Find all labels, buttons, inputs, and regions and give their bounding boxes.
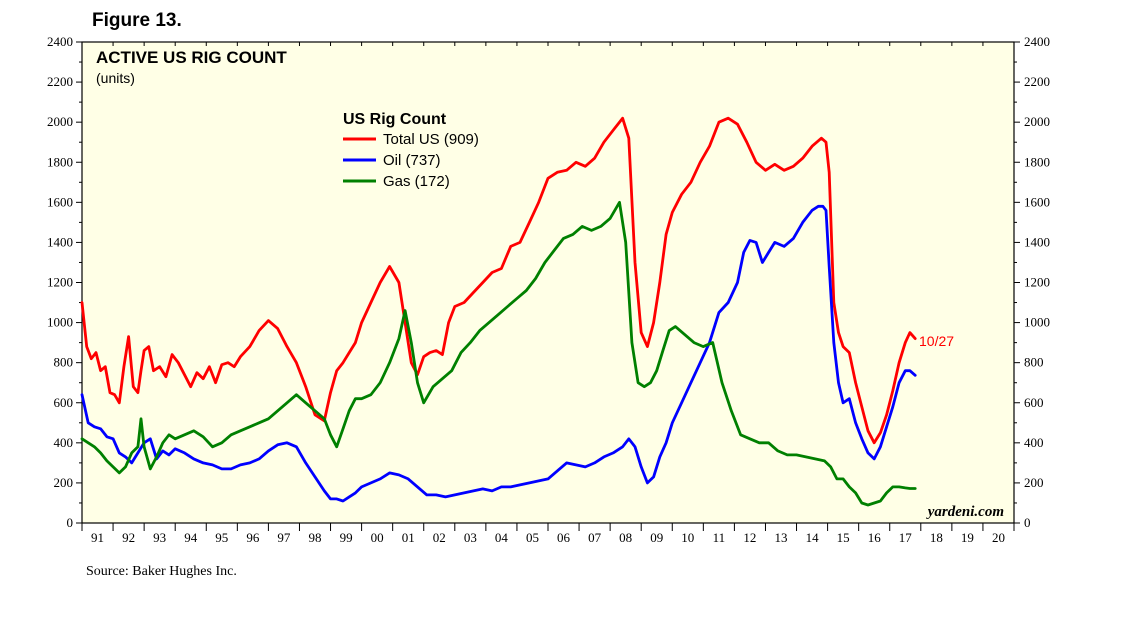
x-tick-label: 99 [340,530,353,545]
legend: US Rig Count Total US (909) Oil (737) Gas … [343,111,479,190]
x-tick-label: 19 [961,530,974,545]
y-tick-label-left: 0 [67,515,74,530]
y-tick-label-right: 1800 [1024,154,1050,169]
x-tick-label: 08 [619,530,632,545]
x-tick-label: 05 [526,530,539,545]
x-tick-label: 09 [650,530,663,545]
y-tick-label-left: 1200 [47,275,73,290]
x-tick-label: 13 [775,530,788,545]
y-tick-label-right: 800 [1024,355,1044,370]
x-tick-label: 97 [277,530,291,545]
figure-label: Figure 13. [92,10,182,31]
y-tick-label-left: 1400 [47,234,73,249]
x-tick-label: 12 [743,530,756,545]
watermark: yardeni.com [926,504,1004,520]
x-tick-label: 04 [495,530,509,545]
legend-label: Gas (172) [383,173,450,190]
axis-ticks [76,41,1020,531]
y-axis-left-labels: 0 200 400 600 800 1000 1200 1400 1600 1800 2000 220… [47,34,73,530]
x-tick-label: 01 [402,530,415,545]
x-tick-label: 18 [930,530,943,545]
x-tick-label: 02 [433,530,446,545]
x-tick-label: 11 [713,530,726,545]
legend-label: Total US (909) [383,131,479,148]
y-tick-label-right: 2400 [1024,34,1050,49]
legend-label: Oil (737) [383,152,441,169]
x-tick-label: 15 [837,530,850,545]
series-line-oil [80,204,917,503]
x-tick-label: 17 [899,530,913,545]
y-tick-label-right: 1400 [1024,234,1050,249]
x-tick-label: 03 [464,530,477,545]
y-tick-label-left: 2000 [47,114,73,129]
y-tick-label-left: 200 [54,475,74,490]
x-axis-labels: 91 92 93 94 95 96 97 98 99 00 01 02 03 04 05 06 07 08 09 10… [91,530,1005,545]
y-tick-label-right: 200 [1024,475,1044,490]
x-tick-label: 96 [246,530,260,545]
x-tick-label: 95 [215,530,228,545]
x-tick-label: 91 [91,530,104,545]
x-tick-label: 06 [557,530,571,545]
x-tick-label: 94 [184,530,198,545]
y-tick-label-left: 2200 [47,74,73,89]
y-tick-label-right: 1000 [1024,315,1050,330]
y-tick-label-left: 1000 [47,315,73,330]
y-tick-label-right: 1200 [1024,275,1050,290]
legend-title: US Rig Count [343,111,447,128]
y-tick-label-left: 2400 [47,34,73,49]
y-tick-label-left: 1800 [47,154,73,169]
y-tick-label-right: 1600 [1024,194,1050,209]
x-tick-label: 98 [309,530,322,545]
x-tick-label: 16 [868,530,882,545]
plot-area [81,41,1015,524]
chart-subtitle: (units) [96,70,135,86]
x-tick-label: 00 [371,530,384,545]
y-tick-label-left: 800 [54,355,74,370]
end-annotation: 10/27 [919,333,954,349]
x-tick-label: 93 [153,530,166,545]
y-tick-label-right: 2200 [1024,74,1050,89]
y-tick-label-right: 400 [1024,435,1044,450]
x-tick-label: 92 [122,530,135,545]
x-tick-label: 10 [681,530,694,545]
x-tick-label: 20 [992,530,1005,545]
x-tick-label: 07 [588,530,602,545]
source-note: Source: Baker Hughes Inc. [86,564,237,579]
series-line-gas [80,200,917,507]
series-line-total [80,116,917,445]
x-tick-label: 14 [806,530,820,545]
y-axis-right-labels: 0 200 400 600 800 1000 1200 1400 1600 1800 2000 220… [1024,34,1050,530]
y-tick-label-left: 400 [54,435,74,450]
y-tick-label-right: 0 [1024,515,1031,530]
chart-title: ACTIVE US RIG COUNT [96,48,287,67]
series-lines [80,116,917,507]
y-tick-label-right: 2000 [1024,114,1050,129]
y-tick-label-left: 600 [54,395,74,410]
y-tick-label-right: 600 [1024,395,1044,410]
y-tick-label-left: 1600 [47,194,73,209]
